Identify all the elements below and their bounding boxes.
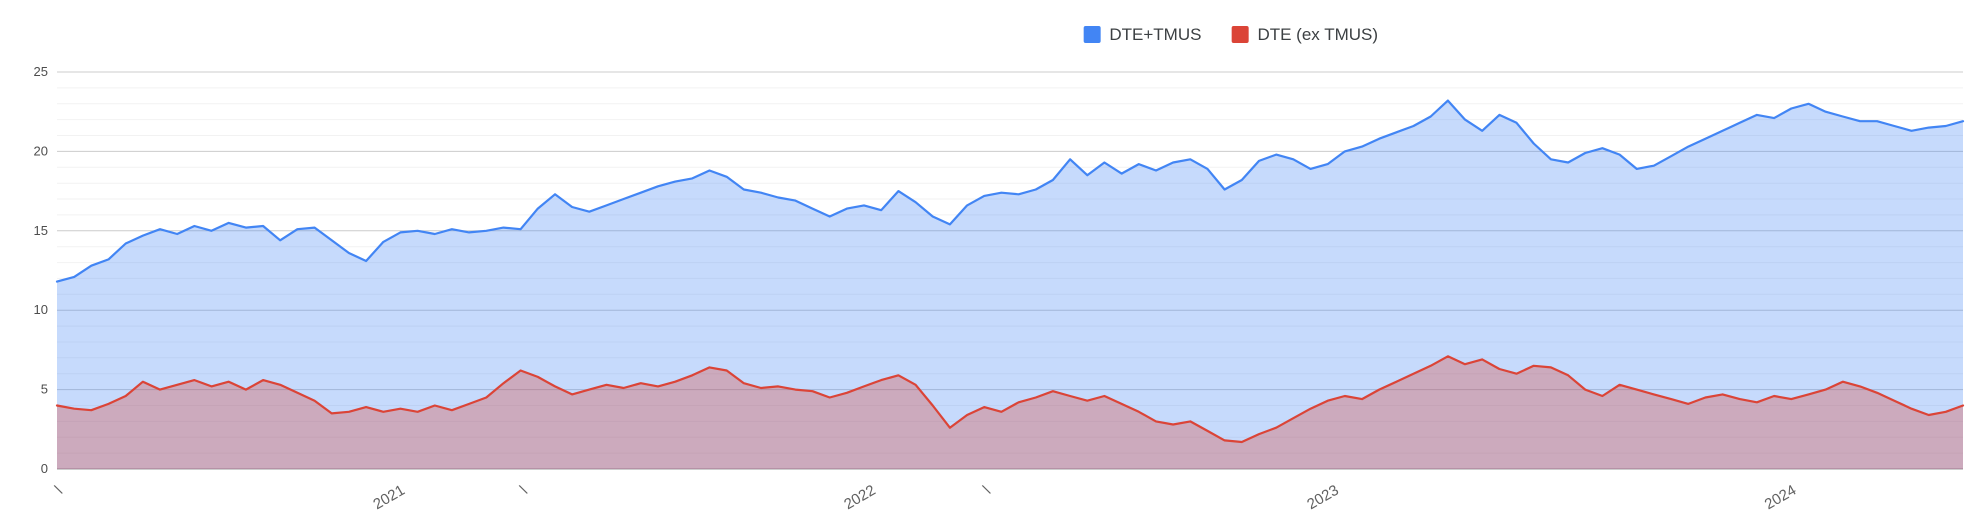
legend-label-dte-tmus: DTE+TMUS bbox=[1109, 25, 1202, 44]
legend-item-dte-tmus: DTE+TMUS bbox=[1083, 26, 1201, 43]
y-axis-label: 5 bbox=[41, 382, 48, 397]
x-axis-label: \ bbox=[518, 481, 531, 498]
legend-swatch-blue-icon bbox=[1083, 26, 1101, 43]
y-axis-label: 20 bbox=[34, 143, 48, 158]
legend-swatch-red-icon bbox=[1231, 26, 1249, 43]
series-line-0 bbox=[55, 99, 1965, 283]
x-axis-label: 2022 bbox=[841, 482, 878, 513]
y-axis-label: 25 bbox=[34, 64, 48, 79]
legend-label-dte-ex-tmus: DTE (ex TMUS) bbox=[1257, 25, 1379, 44]
series-line-1 bbox=[55, 355, 1965, 444]
legend-item-dte-ex-tmus: DTE (ex TMUS) bbox=[1231, 26, 1378, 43]
y-axis-label: 10 bbox=[34, 302, 48, 317]
y-axis-label: 0 bbox=[41, 461, 48, 476]
x-axis-label: 2023 bbox=[1304, 482, 1341, 513]
x-axis-label: \ bbox=[981, 481, 994, 498]
y-axis-label: 15 bbox=[34, 223, 48, 238]
series-area-1 bbox=[57, 356, 1963, 469]
series-area-0 bbox=[57, 100, 1963, 469]
x-axis-label: 2021 bbox=[370, 482, 407, 513]
x-axis-label: \ bbox=[53, 481, 66, 498]
x-axis-label: 2024 bbox=[1762, 482, 1799, 513]
chart-legend: DTE+TMUS DTE (ex TMUS) bbox=[1083, 26, 1378, 43]
